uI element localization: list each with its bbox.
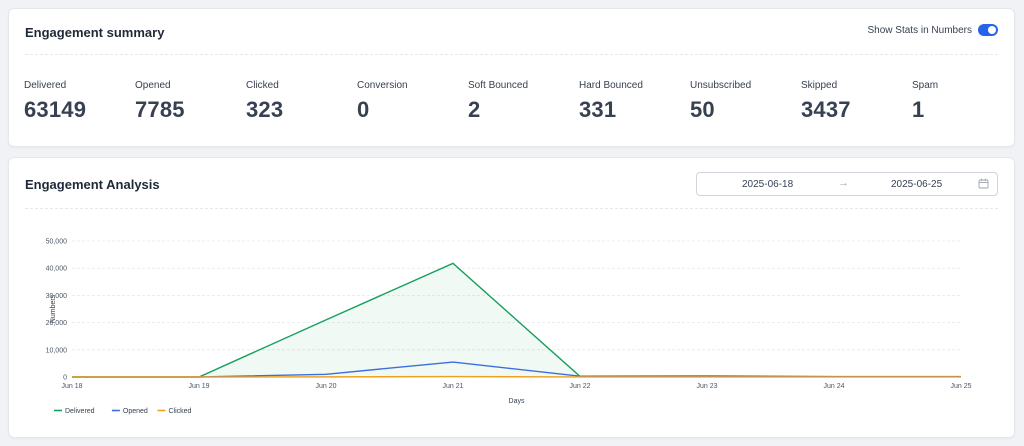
- toggle-knob: [988, 26, 996, 34]
- stat-soft-bounced: Soft Bounced 2: [468, 80, 579, 123]
- x-tick-label: Jun 19: [188, 383, 209, 390]
- x-tick-label: Jun 23: [696, 383, 717, 390]
- stat-value: 331: [579, 97, 617, 122]
- stat-label: Soft Bounced: [468, 80, 529, 91]
- date-start-input[interactable]: 2025-06-18: [742, 179, 794, 190]
- stat-value: 50: [690, 97, 715, 122]
- legend-item-delivered: Delivered: [54, 408, 95, 415]
- stat-value: 3437: [801, 97, 851, 122]
- show-stats-toggle[interactable]: [978, 24, 998, 36]
- stat-unsubscribed: Unsubscribed 50: [690, 80, 801, 123]
- y-tick-label: 40,000: [46, 266, 68, 273]
- stat-label: Conversion: [357, 80, 408, 91]
- date-end-input[interactable]: 2025-06-25: [891, 179, 943, 190]
- y-axis-title: Numbers: [50, 294, 57, 323]
- show-stats-toggle-wrap[interactable]: Show Stats in Numbers: [867, 24, 998, 36]
- x-tick-label: Jun 20: [315, 383, 336, 390]
- summary-divider: [25, 54, 998, 55]
- y-tick-label: 20,000: [46, 320, 68, 327]
- y-tick-label: 10,000: [46, 347, 68, 354]
- stat-label: Hard Bounced: [579, 80, 643, 91]
- stat-value: 323: [246, 97, 284, 122]
- stat-skipped: Skipped 3437: [801, 80, 912, 123]
- calendar-icon[interactable]: [978, 178, 989, 189]
- stat-label: Skipped: [801, 80, 838, 91]
- stat-conversion: Conversion 0: [357, 80, 468, 123]
- x-tick-label: Jun 18: [61, 383, 82, 390]
- stat-label: Clicked: [246, 80, 279, 91]
- stat-opened: Opened 7785: [135, 80, 246, 123]
- x-tick-label: Jun 24: [823, 383, 844, 390]
- stat-clicked: Clicked 323: [246, 80, 357, 123]
- legend-item-clicked: Clicked: [157, 408, 192, 415]
- legend-label: Opened: [123, 408, 148, 415]
- stat-label: Spam: [912, 80, 939, 91]
- engagement-summary-card: Engagement summary Show Stats in Numbers…: [8, 8, 1015, 147]
- analysis-divider: [25, 208, 998, 209]
- stat-hard-bounced: Hard Bounced 331: [579, 80, 690, 123]
- stat-value: 1: [912, 97, 925, 122]
- stat-value: 0: [357, 97, 370, 122]
- x-tick-label: Jun 25: [950, 383, 971, 390]
- analysis-title: Engagement Analysis: [25, 177, 160, 192]
- x-tick-label: Jun 21: [442, 383, 463, 390]
- x-axis-title: Days: [509, 398, 525, 405]
- date-range-picker[interactable]: 2025-06-18 → 2025-06-25: [696, 172, 998, 196]
- stat-label: Unsubscribed: [690, 80, 752, 91]
- stat-value: 7785: [135, 97, 185, 122]
- arrow-right-icon: →: [838, 177, 849, 189]
- y-tick-label: 0: [63, 375, 67, 382]
- stat-label: Opened: [135, 80, 171, 91]
- engagement-analysis-card: Engagement Analysis 2025-06-18 → 2025-06…: [8, 157, 1015, 438]
- y-tick-label: 50,000: [46, 239, 68, 246]
- show-stats-toggle-label: Show Stats in Numbers: [867, 24, 973, 36]
- x-tick-label: Jun 22: [569, 383, 590, 390]
- legend-label: Clicked: [169, 408, 192, 415]
- y-tick-label: 30,000: [46, 293, 68, 300]
- stat-delivered: Delivered 63149: [24, 80, 135, 123]
- stat-value: 63149: [24, 97, 87, 122]
- stat-value: 2: [468, 97, 481, 122]
- legend-item-opened: Opened: [111, 408, 148, 415]
- legend-label: Delivered: [65, 408, 95, 415]
- stat-label: Delivered: [24, 80, 67, 91]
- summary-title: Engagement summary: [25, 25, 165, 40]
- engagement-line-chart: 0 10,000 20,000 30,000 40,000 50,000 Jun 18 Jun…: [46, 239, 972, 416]
- stat-spam: Spam 1: [912, 80, 1023, 123]
